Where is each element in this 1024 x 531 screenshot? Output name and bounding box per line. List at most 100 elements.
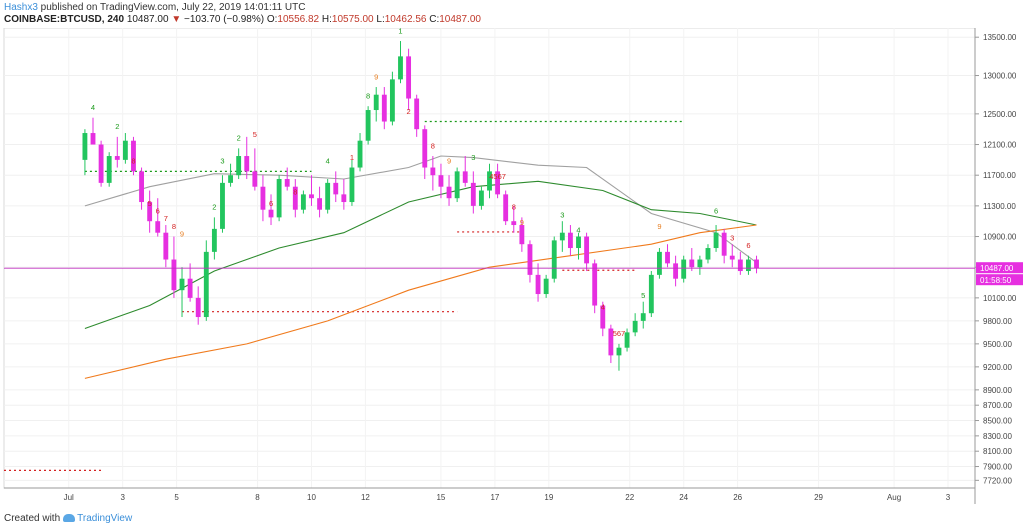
y-tick-label: 11700.00: [983, 171, 1016, 180]
candle-bear: [511, 221, 517, 226]
change-value: −103.70 (−0.98%): [184, 14, 265, 25]
published-text: published on TradingView.com, July 22, 2…: [37, 2, 306, 13]
candle-bear: [381, 94, 387, 122]
candle-bear: [592, 263, 598, 306]
y-tick-label: 9800.00: [983, 317, 1012, 326]
y-tick-label: 13000.00: [983, 72, 1017, 81]
plot-background: [3, 27, 976, 489]
candle-bear: [317, 198, 323, 210]
candle-bear: [195, 297, 201, 318]
x-tick-label: 19: [544, 493, 553, 502]
candle-bull: [624, 332, 630, 348]
candle-bear: [98, 144, 104, 183]
y-tick-label: 10100.00: [983, 294, 1017, 303]
footer: Created with TradingView: [4, 513, 132, 524]
candle-bear: [446, 186, 452, 199]
y-tick-label: 8100.00: [983, 447, 1012, 456]
x-tick-label: 3: [946, 493, 951, 502]
candle-bull: [616, 347, 622, 356]
candle-bear: [260, 186, 266, 210]
td-count-label: 4: [326, 157, 330, 166]
candle-bull: [365, 110, 371, 141]
candle-bear: [90, 133, 96, 145]
candle-bear: [673, 263, 679, 279]
candle-bear: [462, 171, 468, 183]
y-tick-label: 12500.00: [983, 110, 1017, 119]
td-count-label: 5: [148, 199, 152, 208]
y-tick-label: 9500.00: [983, 340, 1012, 349]
td-count-label: 6: [269, 199, 273, 208]
candle-bear: [155, 221, 161, 233]
candle-bull: [276, 179, 282, 218]
candle-bull: [325, 182, 331, 210]
tradingview-link[interactable]: TradingView: [77, 513, 133, 524]
candle-bear: [438, 175, 444, 187]
td-count-label: 8: [366, 92, 370, 101]
last-price-label: 10487.00: [980, 264, 1014, 273]
countdown-badge: [976, 274, 1023, 286]
chart-header: Hashx3 published on TradingView.com, Jul…: [0, 0, 1024, 28]
candle-bear: [406, 56, 412, 99]
y-tick-label: 9200.00: [983, 363, 1012, 372]
author-link[interactable]: Hashx3: [4, 2, 38, 13]
candle-bull: [697, 259, 703, 268]
candle-bull: [559, 232, 565, 241]
last-price: 10487.00: [126, 14, 169, 25]
candle-bear: [244, 156, 250, 172]
candle-bear: [689, 259, 695, 268]
x-tick-label: 24: [679, 493, 688, 502]
candle-bear: [292, 186, 298, 210]
td-count-label: 2: [212, 203, 216, 212]
close-label: C:: [429, 14, 440, 25]
candle-bull: [705, 248, 711, 260]
candle-bear: [139, 171, 144, 203]
x-tick-label: 26: [733, 493, 742, 502]
candle-bull: [746, 259, 751, 272]
x-tick-label: 10: [307, 493, 316, 502]
td-count-label: 1: [398, 28, 402, 35]
countdown-label: 01:58:50: [980, 276, 1012, 285]
candle-bear: [535, 274, 541, 295]
y-tick-label: 8700.00: [983, 401, 1012, 410]
candle-bear: [414, 98, 420, 130]
chart-area[interactable]: 13500.00 13000.00 12500.00 12100.00 11700.00…: [0, 26, 1024, 506]
td-count-label: 1: [350, 153, 354, 162]
tradingview-logo-icon: [63, 514, 76, 523]
y-tick-label: 7720.00: [983, 476, 1012, 485]
candle-bear: [430, 167, 436, 176]
candle-bear: [495, 171, 501, 195]
candle-bull: [220, 182, 225, 229]
candle-bull: [122, 140, 128, 160]
td-count-label: 8: [131, 157, 135, 166]
candle-bull: [543, 278, 549, 295]
x-tick-label: 15: [436, 493, 445, 502]
candle-bull: [211, 228, 217, 252]
y-tick-label: 11300.00: [983, 202, 1016, 211]
y-tick-label: 8300.00: [983, 432, 1012, 441]
candle-bear: [114, 156, 120, 160]
td-count-label: 7: [164, 214, 168, 223]
candle-bull: [648, 274, 654, 314]
candle-bear: [503, 194, 509, 222]
candle-bear: [147, 202, 153, 222]
y-tick-label: 12100.00: [983, 141, 1017, 150]
candle-bear: [527, 244, 533, 275]
td-count-label: 2: [406, 107, 410, 116]
candle-bear: [333, 182, 339, 195]
candle-bear: [163, 232, 169, 260]
candle-bull: [228, 175, 233, 183]
y-tick-label: 10900.00: [983, 233, 1017, 242]
y-tick-label: 8900.00: [983, 386, 1012, 395]
price-chart[interactable]: 13500.00 13000.00 12500.00 12100.00 11700.00…: [0, 26, 1024, 506]
candle-bull: [656, 251, 662, 275]
td-count-label: 4: [601, 302, 605, 311]
td-count-label: 3: [471, 153, 475, 162]
td-count-label: 2: [115, 122, 119, 131]
ohlc-legend: COINBASE:BTCUSD, 240 10487.00 ▼ −103.70 …: [4, 14, 481, 25]
x-tick-label: 22: [625, 493, 634, 502]
candle-bull: [179, 278, 185, 291]
candle-bear: [519, 225, 525, 245]
low-value: 10462.56: [384, 14, 427, 25]
y-tick-label: 7900.00: [983, 463, 1012, 472]
td-count-label: 8: [431, 141, 435, 150]
